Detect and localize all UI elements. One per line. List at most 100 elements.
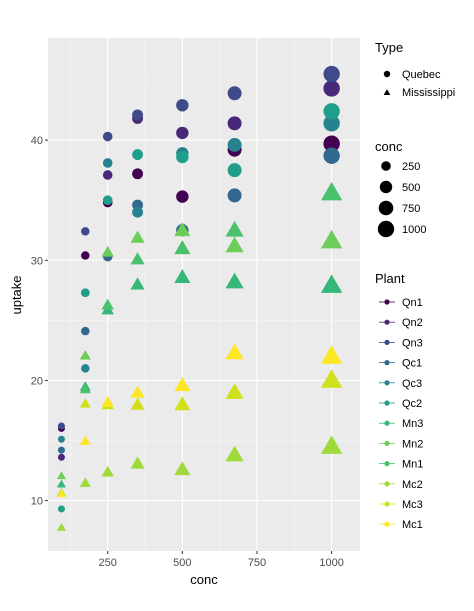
legend-plant-key-mn1 [384,461,390,467]
x-tick-label: 750 [248,557,266,569]
point-mn1 [101,298,114,310]
legend-plant-key-mn2 [384,440,390,446]
point-qc3 [102,158,113,168]
legend-plant-label: Qc2 [402,398,422,410]
point-mn2 [320,229,343,249]
legend-conc: conc 250 500 750 1000 [375,139,426,238]
point-qc3 [81,364,90,373]
legend-type-label: Quebec [402,69,441,81]
point-mc3 [225,383,244,399]
legend-plant: Plant Qn1 Qn2 Qn3 Qc1 Qc3 Qc2 Mn3 Mn2 Mn1 Mc2 Mc3 M… [375,271,423,531]
point-mn1 [79,383,91,394]
x-axis-title: conc [190,572,218,587]
point-qc3 [57,435,65,443]
point-qn2 [102,170,113,180]
legend-type-key-quebec [383,70,391,78]
point-mn3 [130,277,145,290]
point-mc1 [101,396,114,407]
point-qn1 [132,168,143,180]
legend-plant-key-qn2 [384,319,390,325]
point-qn3 [81,227,90,236]
point-mn1 [225,220,244,237]
point-mc2 [225,445,244,462]
point-qc1 [57,446,65,454]
legend-plant-label: Mc2 [402,479,423,491]
point-mc2 [101,465,114,477]
legend-plant-key-mn3 [384,420,390,426]
data-points [56,65,343,531]
point-mn2 [130,230,145,243]
legend-plant-key-qn1 [384,299,390,305]
point-mc2 [56,522,66,531]
plot-panel [48,38,360,551]
point-mc2 [79,477,91,487]
legend-plant-label: Qn3 [402,337,423,349]
point-qc3 [227,137,242,152]
legend-plant-key-qn3 [384,339,390,345]
x-tick-label: 250 [99,557,117,569]
legend-plant-key-mc1 [384,521,390,527]
point-qc2 [176,150,189,164]
legend-conc-label: 500 [402,182,420,194]
point-mn2 [101,245,114,257]
legend-plant-label: Qn2 [402,317,423,329]
point-qn3 [227,86,242,101]
legend-plant-key-qc2 [384,400,390,406]
point-mc1 [225,343,244,360]
point-mn2 [225,236,244,253]
point-qn1 [81,251,90,260]
legend-plant-label: Qn1 [402,297,423,309]
legend-type: Type Quebec Mississippi [375,40,455,99]
y-tick-label: 20 [31,375,43,387]
legend-conc-key [377,220,395,238]
point-mc2 [320,435,343,454]
x-tick-label: 1000 [319,557,343,569]
point-qc1 [323,147,340,164]
legend-plant-key-qc1 [384,360,390,366]
point-mn3 [174,268,191,283]
point-qn2 [323,80,340,97]
point-mn3 [320,274,343,293]
point-qc2 [323,103,340,120]
y-tick-label: 40 [31,135,43,147]
point-mn2 [174,222,191,237]
point-qc2 [57,505,65,513]
legend-plant-title: Plant [375,271,405,286]
legend-conc-title: conc [375,139,403,154]
legend-plant-key-mc3 [384,501,390,507]
point-qn3 [102,131,113,142]
y-tick-label: 10 [31,496,43,508]
point-qc2 [132,149,143,160]
point-mn3 [56,479,66,488]
legend-plant-label: Mc3 [402,499,423,511]
legend-plant-label: Mn3 [402,418,423,430]
point-qc3 [323,115,340,132]
point-qn3 [323,65,340,83]
legend-type-title: Type [375,40,403,55]
legend-plant-label: Mn2 [402,438,423,450]
point-qn3 [176,99,189,112]
point-qc2 [227,163,242,178]
legend-plant-label: Qc3 [402,378,422,390]
legend-type-key-mississippi [383,89,391,95]
x-tick-label: 500 [173,557,191,569]
point-qc2 [81,288,90,297]
point-mn2 [56,471,66,480]
point-mn1 [130,252,145,265]
point-qn2 [227,116,242,131]
point-mc3 [174,396,191,411]
point-qn2 [176,126,189,140]
grid-minor [48,38,360,551]
point-mc2 [130,456,145,469]
legend-plant-key-mc2 [384,481,390,487]
legend-conc-key [381,161,391,171]
legend-conc-key [378,200,394,216]
point-mc3 [79,398,91,408]
legend-type-label: Mississippi [402,87,455,99]
point-qc1 [227,188,242,203]
point-mn3 [225,272,244,289]
point-qn3 [57,422,65,430]
point-mc3 [320,369,343,388]
point-mc1 [320,345,343,364]
